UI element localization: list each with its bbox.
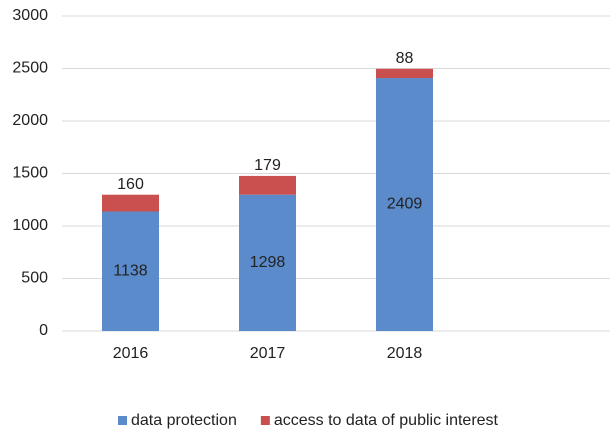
y-tick-label: 2000 <box>12 112 48 129</box>
y-tick-label: 0 <box>39 322 48 339</box>
bar-segment <box>239 194 296 331</box>
bar-segment <box>239 175 296 195</box>
data-label: 179 <box>254 157 281 174</box>
legend-swatch <box>118 416 127 425</box>
y-tick-label: 500 <box>21 270 48 287</box>
data-label: 160 <box>117 176 144 193</box>
data-label: 1138 <box>113 262 148 279</box>
data-label: 88 <box>396 50 414 67</box>
bar-segment <box>102 194 159 212</box>
y-tick-label: 2500 <box>12 60 48 77</box>
legend-label: access to data of public interest <box>274 412 499 429</box>
y-tick-label: 3000 <box>12 7 48 24</box>
data-label: 2409 <box>387 196 423 213</box>
data-label: 1298 <box>250 254 286 271</box>
y-tick-label: 1500 <box>12 165 48 182</box>
bar-segment <box>102 211 159 331</box>
x-tick-label: 2016 <box>113 345 149 362</box>
x-tick-label: 2017 <box>250 345 286 362</box>
bar-segment <box>376 68 433 79</box>
legend-swatch <box>260 416 270 425</box>
bar-segment <box>376 78 433 332</box>
legend-label: data protection <box>131 412 237 429</box>
x-tick-label: 2018 <box>387 345 423 362</box>
y-tick-label: 1000 <box>12 217 48 234</box>
